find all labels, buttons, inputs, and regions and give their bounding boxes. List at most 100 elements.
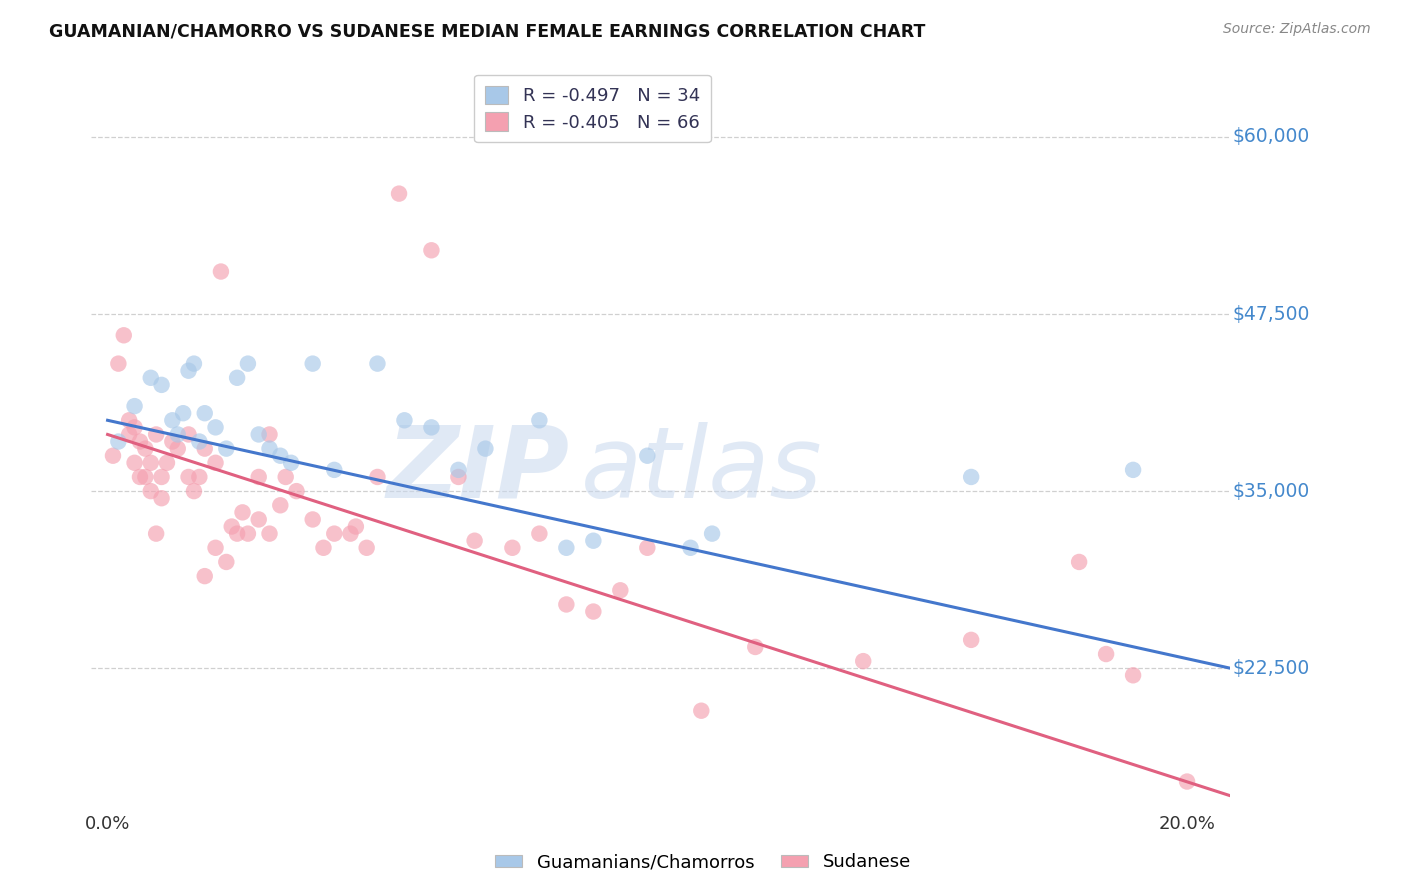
Point — [166, 427, 188, 442]
Point — [1095, 647, 1118, 661]
Point — [636, 541, 658, 555]
Point — [247, 470, 270, 484]
Point — [269, 449, 291, 463]
Point — [139, 371, 162, 385]
Point — [124, 420, 146, 434]
Point — [366, 357, 388, 371]
Point — [960, 470, 983, 484]
Point — [226, 526, 249, 541]
Point — [700, 526, 723, 541]
Point — [555, 598, 578, 612]
Point — [166, 442, 188, 456]
Point — [447, 463, 470, 477]
Point — [150, 491, 173, 506]
Point — [231, 505, 253, 519]
Point — [960, 632, 983, 647]
Point — [156, 456, 179, 470]
Point — [323, 526, 346, 541]
Point — [582, 605, 605, 619]
Point — [139, 456, 162, 470]
Point — [312, 541, 335, 555]
Point — [194, 406, 217, 420]
Point — [301, 357, 323, 371]
Point — [420, 420, 443, 434]
Point — [247, 512, 270, 526]
Point — [1122, 668, 1144, 682]
Point — [236, 526, 259, 541]
Point — [366, 470, 388, 484]
Point — [177, 364, 200, 378]
Point — [323, 463, 346, 477]
Point — [194, 569, 217, 583]
Point — [274, 470, 297, 484]
Point — [134, 442, 156, 456]
Point — [172, 406, 194, 420]
Text: Source: ZipAtlas.com: Source: ZipAtlas.com — [1223, 22, 1371, 37]
Point — [150, 377, 173, 392]
Point — [177, 427, 200, 442]
Point — [356, 541, 378, 555]
Point — [744, 640, 766, 654]
Point — [247, 427, 270, 442]
Point — [1175, 774, 1198, 789]
Point — [259, 442, 281, 456]
Point — [134, 470, 156, 484]
Point — [1069, 555, 1091, 569]
Point — [474, 442, 496, 456]
Point — [162, 413, 184, 427]
Legend: Guamanians/Chamorros, Sudanese: Guamanians/Chamorros, Sudanese — [488, 847, 918, 879]
Point — [124, 456, 146, 470]
Point — [236, 357, 259, 371]
Point — [852, 654, 875, 668]
Point — [609, 583, 631, 598]
Point — [162, 434, 184, 449]
Point — [464, 533, 486, 548]
Point — [529, 526, 551, 541]
Point — [1122, 463, 1144, 477]
Point — [394, 413, 416, 427]
Point — [118, 427, 141, 442]
Point — [690, 704, 713, 718]
Point — [447, 470, 470, 484]
Point — [226, 371, 249, 385]
Point — [118, 413, 141, 427]
Point — [177, 470, 200, 484]
Point — [101, 449, 124, 463]
Point — [388, 186, 411, 201]
Point — [107, 434, 129, 449]
Point — [204, 541, 226, 555]
Point — [301, 512, 323, 526]
Text: atlas: atlas — [581, 422, 823, 519]
Point — [344, 519, 367, 533]
Point — [145, 526, 167, 541]
Point — [112, 328, 135, 343]
Point — [555, 541, 578, 555]
Point — [188, 470, 211, 484]
Text: $22,500: $22,500 — [1233, 658, 1310, 678]
Legend: R = -0.497   N = 34, R = -0.405   N = 66: R = -0.497 N = 34, R = -0.405 N = 66 — [474, 75, 711, 143]
Point — [501, 541, 523, 555]
Point — [280, 456, 302, 470]
Point — [129, 470, 152, 484]
Point — [221, 519, 243, 533]
Point — [139, 484, 162, 499]
Point — [188, 434, 211, 449]
Point — [679, 541, 702, 555]
Point — [269, 498, 291, 512]
Text: $47,500: $47,500 — [1233, 304, 1310, 324]
Point — [339, 526, 361, 541]
Text: $35,000: $35,000 — [1233, 482, 1310, 500]
Point — [215, 555, 238, 569]
Point — [259, 526, 281, 541]
Point — [259, 427, 281, 442]
Point — [145, 427, 167, 442]
Text: GUAMANIAN/CHAMORRO VS SUDANESE MEDIAN FEMALE EARNINGS CORRELATION CHART: GUAMANIAN/CHAMORRO VS SUDANESE MEDIAN FE… — [49, 22, 925, 40]
Point — [215, 442, 238, 456]
Point — [150, 470, 173, 484]
Point — [204, 456, 226, 470]
Point — [183, 484, 205, 499]
Point — [204, 420, 226, 434]
Point — [209, 264, 232, 278]
Text: $60,000: $60,000 — [1233, 128, 1310, 146]
Point — [582, 533, 605, 548]
